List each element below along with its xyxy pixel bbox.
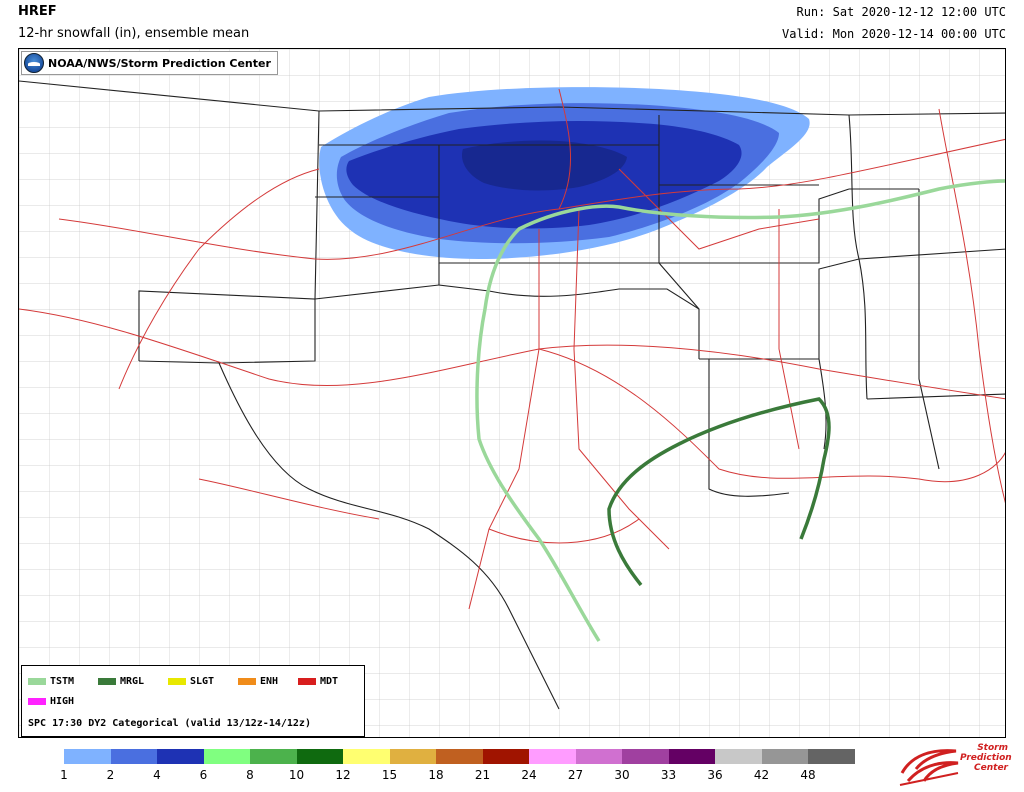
legend-swatch bbox=[168, 678, 186, 685]
noaa-badge: NOAA/NWS/Storm Prediction Center bbox=[21, 51, 278, 75]
colorbar-tick: 27 bbox=[567, 768, 584, 782]
noaa-logo-icon bbox=[24, 53, 44, 73]
colorbar-tick: 42 bbox=[753, 768, 770, 782]
colorbar-tick: 33 bbox=[660, 768, 677, 782]
colorbar-box bbox=[157, 749, 204, 764]
spc-logo: Storm Prediction Center bbox=[898, 741, 1012, 789]
colorbar-box bbox=[529, 749, 576, 764]
colorbar-box bbox=[622, 749, 669, 764]
run-time: Run: Sat 2020-12-12 12:00 UTC bbox=[796, 5, 1006, 19]
colorbar-tick: 15 bbox=[381, 768, 398, 782]
colorbar-box bbox=[482, 749, 529, 764]
spc-logo-line: Center bbox=[974, 763, 1008, 773]
mrgl-outline bbox=[607, 397, 831, 587]
legend-mrgl: MRGL bbox=[98, 676, 144, 687]
legend-swatch bbox=[298, 678, 316, 685]
colorbar-box bbox=[343, 749, 390, 764]
product-title: HREF bbox=[18, 4, 57, 19]
legend-label: MDT bbox=[320, 676, 339, 687]
snowfall-map: NOAA/NWS/Storm Prediction Center TSTM MR… bbox=[18, 48, 1006, 738]
colorbar-tick: 36 bbox=[707, 768, 723, 782]
colorbar-tick: 24 bbox=[521, 768, 537, 782]
legend-mdt: MDT bbox=[298, 676, 338, 687]
colorbar-box bbox=[110, 749, 157, 764]
colorbar-box bbox=[575, 749, 622, 764]
spc-logo-text: Storm Prediction Center bbox=[960, 743, 1012, 773]
legend-label: HIGH bbox=[50, 696, 75, 707]
spc-swirl-icon bbox=[899, 749, 959, 786]
legend-slgt: SLGT bbox=[168, 676, 214, 687]
snowfall-colorbar bbox=[64, 749, 855, 764]
colorbar-box bbox=[64, 749, 111, 764]
legend-note: SPC 17:30 DY2 Categorical (valid 13/12z-… bbox=[28, 718, 311, 729]
legend-swatch bbox=[28, 678, 46, 685]
spc-logo-line: Storm bbox=[977, 743, 1008, 753]
colorbar-box bbox=[715, 749, 762, 764]
colorbar-tick: 18 bbox=[428, 768, 444, 782]
colorbar-tick: 4 bbox=[153, 768, 161, 782]
colorbar-tick: 21 bbox=[474, 768, 491, 782]
agency-label: NOAA/NWS/Storm Prediction Center bbox=[48, 56, 271, 70]
colorbar-tick: 1 bbox=[60, 768, 68, 782]
colorbar-box bbox=[668, 749, 715, 764]
colorbar-box bbox=[808, 749, 855, 764]
legend-label: MRGL bbox=[120, 676, 145, 687]
colorbar-box bbox=[203, 749, 250, 764]
map-canvas bbox=[19, 49, 1005, 737]
colorbar-box bbox=[761, 749, 808, 764]
legend-swatch bbox=[98, 678, 116, 685]
colorbar-tick: 2 bbox=[106, 768, 115, 782]
legend-tstm: TSTM bbox=[28, 676, 74, 687]
colorbar-tick: 12 bbox=[335, 768, 351, 782]
spc-logo-line: Prediction bbox=[960, 753, 1012, 763]
tstm-outline bbox=[475, 179, 1005, 642]
colorbar-box bbox=[436, 749, 483, 764]
colorbar-tick: 30 bbox=[614, 768, 630, 782]
colorbar-box bbox=[296, 749, 343, 764]
colorbar-tick: 8 bbox=[246, 768, 254, 782]
product-subtitle: 12-hr snowfall (in), ensemble mean bbox=[18, 26, 250, 41]
legend-enh: ENH bbox=[238, 676, 278, 687]
colorbar-tick: 6 bbox=[199, 768, 208, 782]
colorbar-tick: 10 bbox=[288, 768, 305, 782]
highways bbox=[19, 88, 1005, 610]
legend-swatch bbox=[28, 698, 46, 705]
outlook-legend: TSTM MRGL SLGT ENH MDT HIGH SPC 17:30 DY… bbox=[21, 665, 365, 737]
legend-label: ENH bbox=[260, 676, 279, 687]
legend-high: HIGH bbox=[28, 696, 74, 707]
legend-label: SLGT bbox=[190, 676, 215, 687]
colorbar-box bbox=[389, 749, 436, 764]
colorbar-tick: 48 bbox=[800, 768, 816, 782]
valid-time: Valid: Mon 2020-12-14 00:00 UTC bbox=[782, 27, 1006, 41]
legend-swatch bbox=[238, 678, 256, 685]
legend-label: TSTM bbox=[50, 676, 75, 687]
snow-core bbox=[461, 140, 627, 191]
colorbar-box bbox=[250, 749, 297, 764]
state-borders bbox=[19, 80, 1005, 710]
